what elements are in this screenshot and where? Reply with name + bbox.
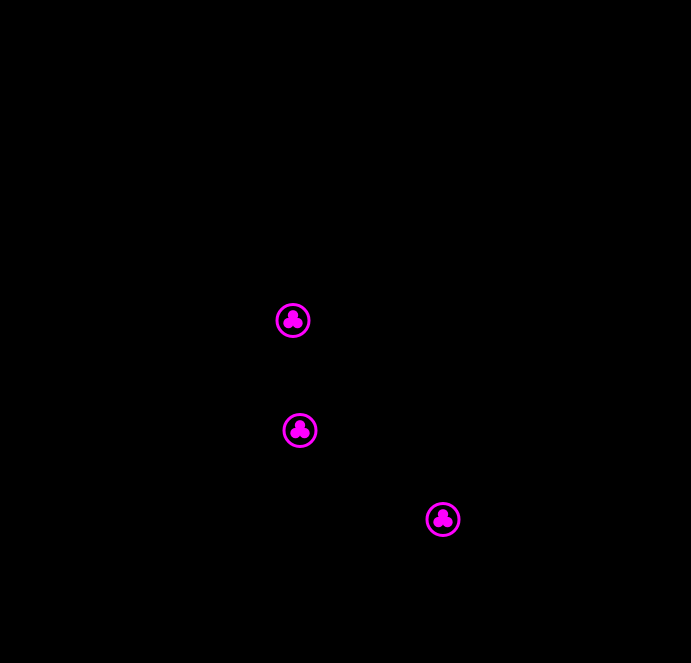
diagram-canvas (0, 0, 691, 663)
trefoil-icon (274, 327, 312, 344)
trefoil-icon (424, 526, 462, 543)
node-n3 (424, 501, 462, 544)
trefoil-icon (281, 437, 319, 454)
node-n1 (274, 302, 312, 345)
node-n2 (281, 412, 319, 455)
